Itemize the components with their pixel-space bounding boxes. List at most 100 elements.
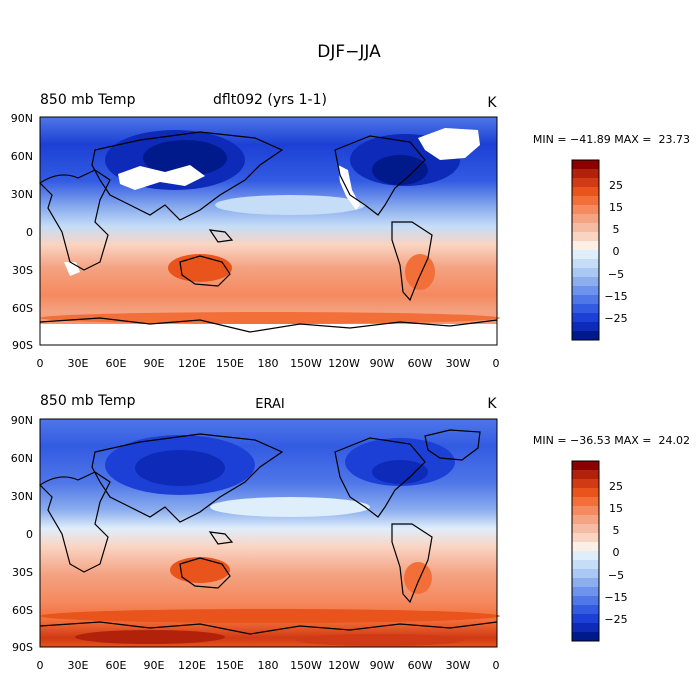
panel-2-left-title: 850 mb Temp <box>40 393 136 409</box>
p1-lon-label-90w: 90W <box>370 357 395 370</box>
colorbar-swatch <box>572 169 599 179</box>
p1-lon-label-0-end: 0 <box>493 357 500 370</box>
colorbar-swatch <box>572 533 599 543</box>
p1-lat-label-60s: 60S <box>12 302 33 315</box>
colorbar-swatch <box>572 214 599 224</box>
p1-cbar-label-25: 25 <box>609 179 623 192</box>
colorbar-swatch <box>572 569 599 579</box>
p2-lon-label-30e: 30E <box>68 659 89 672</box>
panel-2: 850 mb Temp ERAI K <box>11 393 690 672</box>
p2-cbar-label-5: 5 <box>613 524 620 537</box>
p2-lat-label-90s: 90S <box>12 641 33 654</box>
panel-2-antarctica-hot-2 <box>295 634 465 646</box>
colorbar-swatch <box>572 632 599 642</box>
p2-cbar-label-25: 25 <box>609 480 623 493</box>
p2-lon-label-0: 0 <box>37 659 44 672</box>
p1-lon-label-150w: 150W <box>290 357 322 370</box>
panel-2-southamerica-warm <box>404 562 432 594</box>
p2-cbar-label-neg15: −15 <box>604 591 627 604</box>
panel-2-canada-core <box>372 460 428 484</box>
p1-lat-label-90s: 90S <box>12 339 33 352</box>
panel-2-antarctica-hot <box>75 630 225 644</box>
colorbar-swatch <box>572 578 599 588</box>
panel-2-lon-ticks: 0 30E 60E 90E 120E 150E 180 150W 120W 90… <box>37 659 500 672</box>
colorbar-swatch <box>572 295 599 305</box>
p2-lat-label-30s: 30S <box>12 566 33 579</box>
p2-cbar-label-0: 0 <box>613 546 620 559</box>
panel-2-colorbar-swatches <box>571 460 600 642</box>
colorbar-swatch <box>572 286 599 296</box>
p1-lat-label-30n: 30N <box>11 188 33 201</box>
panel-1-rockies-mask <box>338 165 360 210</box>
p2-lat-label-90n: 90N <box>11 414 33 427</box>
panel-1-pacific-band <box>215 195 365 215</box>
p1-lon-label-30w: 30W <box>446 357 471 370</box>
colorbar-frame <box>571 159 600 341</box>
p2-lat-label-60s: 60S <box>12 604 33 617</box>
p1-lon-label-180: 180 <box>258 357 279 370</box>
p1-lon-label-120e: 120E <box>178 357 206 370</box>
colorbar-swatch <box>572 277 599 287</box>
p1-lon-label-60w: 60W <box>408 357 433 370</box>
colorbar-swatch <box>572 268 599 278</box>
colorbar-swatch <box>572 488 599 498</box>
panel-1-lat-ticks: 90N 60N 30N 0 30S 60S 90S <box>11 112 33 352</box>
colorbar-swatch <box>572 304 599 314</box>
panel-1-frame <box>39 116 498 346</box>
p2-cbar-label-neg25: −25 <box>604 613 627 626</box>
colorbar-swatch <box>572 196 599 206</box>
colorbar-swatch <box>572 524 599 534</box>
colorbar-swatch <box>572 596 599 606</box>
colorbar-swatch <box>572 614 599 624</box>
panel-2-pacific-band <box>210 497 370 517</box>
colorbar-swatch <box>572 461 599 471</box>
p2-lon-label-120w: 120W <box>328 659 360 672</box>
colorbar-swatch <box>572 470 599 480</box>
panel-1-units: K <box>487 95 497 111</box>
p1-cbar-label-neg25: −25 <box>604 312 627 325</box>
panel-1-colorbar-swatches <box>571 159 600 341</box>
panel-1-australia-warm <box>168 254 232 282</box>
p1-lat-label-0: 0 <box>26 226 33 239</box>
panel-2-frame <box>39 418 498 648</box>
panel-1-lon-ticks: 0 30E 60E 90E 120E 150E 180 150W 120W 90… <box>37 357 500 370</box>
p2-lon-label-90e: 90E <box>144 659 165 672</box>
p1-cbar-label-15: 15 <box>609 201 623 214</box>
colorbar-swatch <box>572 178 599 188</box>
p2-lon-label-0-end: 0 <box>493 659 500 672</box>
p2-lon-label-60e: 60E <box>106 659 127 672</box>
panel-1-antarctica-mask <box>40 324 497 345</box>
p1-lat-label-90n: 90N <box>11 112 33 125</box>
colorbar-swatch <box>572 587 599 597</box>
p2-lat-label-60n: 60N <box>11 452 33 465</box>
panel-1: 850 mb Temp dflt092 (yrs 1-1) K <box>11 92 690 370</box>
panel-2-units: K <box>487 396 497 412</box>
colorbar-swatch <box>572 313 599 323</box>
p2-lon-label-120e: 120E <box>178 659 206 672</box>
panel-1-colorbar-labels: 25 15 5 0 −5 −15 −25 <box>604 179 627 325</box>
panel-1-tibet-mask <box>118 165 205 190</box>
colorbar-swatch <box>572 605 599 615</box>
p2-lon-label-30w: 30W <box>446 659 471 672</box>
p2-cbar-label-15: 15 <box>609 502 623 515</box>
colorbar-swatch <box>572 515 599 525</box>
colorbar-swatch <box>572 187 599 197</box>
panel-2-center-title: ERAI <box>255 397 284 412</box>
colorbar-swatch <box>572 331 599 341</box>
p1-lon-label-30e: 30E <box>68 357 89 370</box>
p1-cbar-label-5: 5 <box>613 223 620 236</box>
p1-cbar-label-neg5: −5 <box>608 268 624 281</box>
panel-1-colorbar: 25 15 5 0 −5 −15 −25 <box>571 159 628 341</box>
p1-lon-label-60e: 60E <box>106 357 127 370</box>
p2-cbar-label-neg5: −5 <box>608 569 624 582</box>
panel-1-minmax: MIN = −41.89 MAX = 23.73 <box>533 133 690 146</box>
panel-1-canada-core <box>372 155 428 185</box>
p1-cbar-label-neg15: −15 <box>604 290 627 303</box>
panel-1-southamerica-warm <box>405 254 435 290</box>
p1-lon-label-90e: 90E <box>144 357 165 370</box>
panel-2-lat-ticks: 90N 60N 30N 0 30S 60S 90S <box>11 414 33 654</box>
panel-1-center-title: dflt092 (yrs 1-1) <box>213 92 327 108</box>
panel-2-southernocean-band <box>40 609 500 623</box>
colorbar-swatch <box>572 560 599 570</box>
